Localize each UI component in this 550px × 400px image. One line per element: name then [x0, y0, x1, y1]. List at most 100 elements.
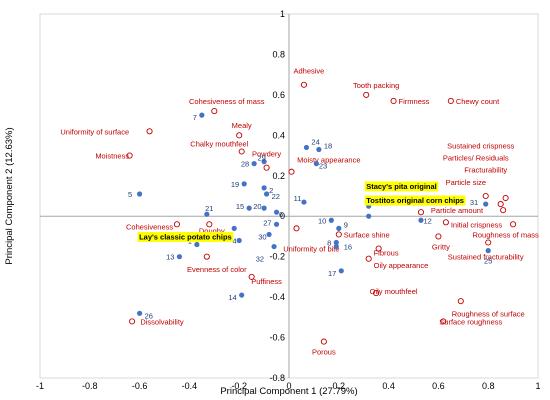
y-tick-label: -0.4 [269, 292, 285, 302]
sample-point [485, 248, 491, 254]
sample-point [246, 205, 252, 211]
x-tick-label: -0.2 [231, 381, 247, 391]
attribute-point [510, 221, 517, 228]
sample-label: 26 [145, 311, 153, 320]
product-label: Stacy's pita original [366, 182, 437, 191]
attribute-label: Fibrous [374, 249, 399, 258]
sample-label: 27 [263, 218, 271, 227]
attribute-point [288, 168, 295, 175]
attribute-point [248, 273, 255, 280]
sample-point [261, 159, 267, 165]
attribute-point [320, 338, 327, 345]
x-tick-label: -0.8 [82, 381, 98, 391]
attribute-label: Firmness [399, 97, 430, 106]
attribute-label: Porous [312, 348, 336, 357]
attribute-point [373, 290, 380, 297]
sample-point [418, 217, 424, 223]
attribute-label: Uniformity of bite [283, 245, 339, 254]
sample-point [137, 191, 143, 197]
y-tick-label: 0 [280, 211, 285, 221]
product-point [366, 213, 372, 219]
attribute-point [502, 194, 509, 202]
sample-point [336, 225, 342, 231]
attribute-point [203, 253, 210, 260]
sample-point [137, 310, 143, 316]
attribute-label: Particle size [446, 178, 486, 187]
sample-label: 28 [241, 160, 249, 169]
attribute-point [500, 207, 507, 214]
sample-point [273, 221, 280, 227]
attribute-label: Particles/ Residuals [443, 154, 509, 163]
sample-point [273, 209, 280, 215]
attribute-point [146, 128, 153, 135]
attribute-point [485, 239, 492, 246]
sample-point [263, 191, 270, 197]
sample-point [251, 161, 257, 167]
attribute-label: Chalky mouthfeel [190, 139, 248, 148]
sample-point [313, 161, 319, 167]
y-tick-label: -0.6 [269, 333, 285, 343]
x-tick-label: -1 [36, 381, 44, 391]
attribute-label: Chewy count [456, 97, 500, 106]
attribute-label: Fracturability [464, 166, 507, 175]
attribute-point [173, 221, 180, 228]
x-tick-label: 0.2 [333, 381, 346, 391]
sample-point [328, 217, 334, 223]
sample-point [199, 112, 205, 118]
attribute-point [435, 233, 442, 240]
attribute-point [129, 318, 136, 325]
product-label-highlight [364, 195, 466, 206]
sample-label: 5 [128, 190, 132, 199]
product-point [231, 225, 237, 231]
sample-label: 19 [231, 180, 239, 189]
sample-point [204, 211, 210, 217]
sample-point [338, 268, 344, 274]
sample-label: 12 [423, 216, 431, 225]
sample-point [261, 185, 267, 191]
x-tick-label: -0.6 [132, 381, 148, 391]
attribute-label: Roughness of mass [472, 230, 539, 239]
attribute-label: Uniformity of surface [60, 127, 129, 136]
attribute-label: Oily mouthfeel [370, 287, 418, 296]
attribute-point [497, 201, 504, 208]
sample-label: 14 [228, 293, 236, 302]
attribute-point [238, 148, 245, 155]
attribute-label: Tooth packing [353, 81, 399, 90]
sample-point [241, 181, 247, 187]
y-tick-label: 0.4 [272, 130, 285, 140]
attribute-point [365, 255, 372, 262]
attribute-label: Mealy [232, 121, 252, 130]
x-tick-label: 1 [535, 381, 540, 391]
y-tick-label: -0.8 [269, 373, 285, 383]
attribute-label: Cohesiveness of mass [189, 97, 265, 106]
y-tick-label: 0.6 [272, 90, 285, 100]
attribute-point [417, 209, 425, 216]
attribute-label: Surface shine [344, 230, 390, 239]
sample-label: 22 [272, 192, 280, 201]
product-label: Lay's classic potato chips [139, 232, 232, 241]
attribute-label: Doughy [199, 226, 225, 235]
product-points: Stacy's pita original Tostitos original c… [137, 181, 466, 242]
attribute-label: Surface roughness [439, 317, 502, 326]
sample-label: 17 [328, 269, 336, 278]
y-tick-label: -0.2 [269, 252, 285, 262]
sample-point [316, 146, 322, 153]
sample-point [483, 201, 489, 207]
x-tick-label: 0 [286, 381, 291, 391]
sample-label: 15 [236, 202, 244, 211]
sample-label: 6 [279, 210, 283, 219]
attribute-label: Moisty appearance [297, 156, 360, 165]
product-label-highlight [364, 181, 439, 192]
product-label-group: Lay's classic potato chips [137, 231, 234, 242]
attribute-point [482, 192, 489, 200]
attribute-label: Adhesive [293, 67, 324, 76]
y-tick-label: 0.8 [272, 49, 285, 59]
attribute-point [206, 221, 213, 228]
sample-point [271, 243, 277, 250]
sample-point [266, 231, 272, 238]
attribute-label: Evenness of color [187, 265, 247, 274]
sample-label: 16 [344, 243, 352, 252]
attribute-label: Puffiness [251, 277, 282, 286]
